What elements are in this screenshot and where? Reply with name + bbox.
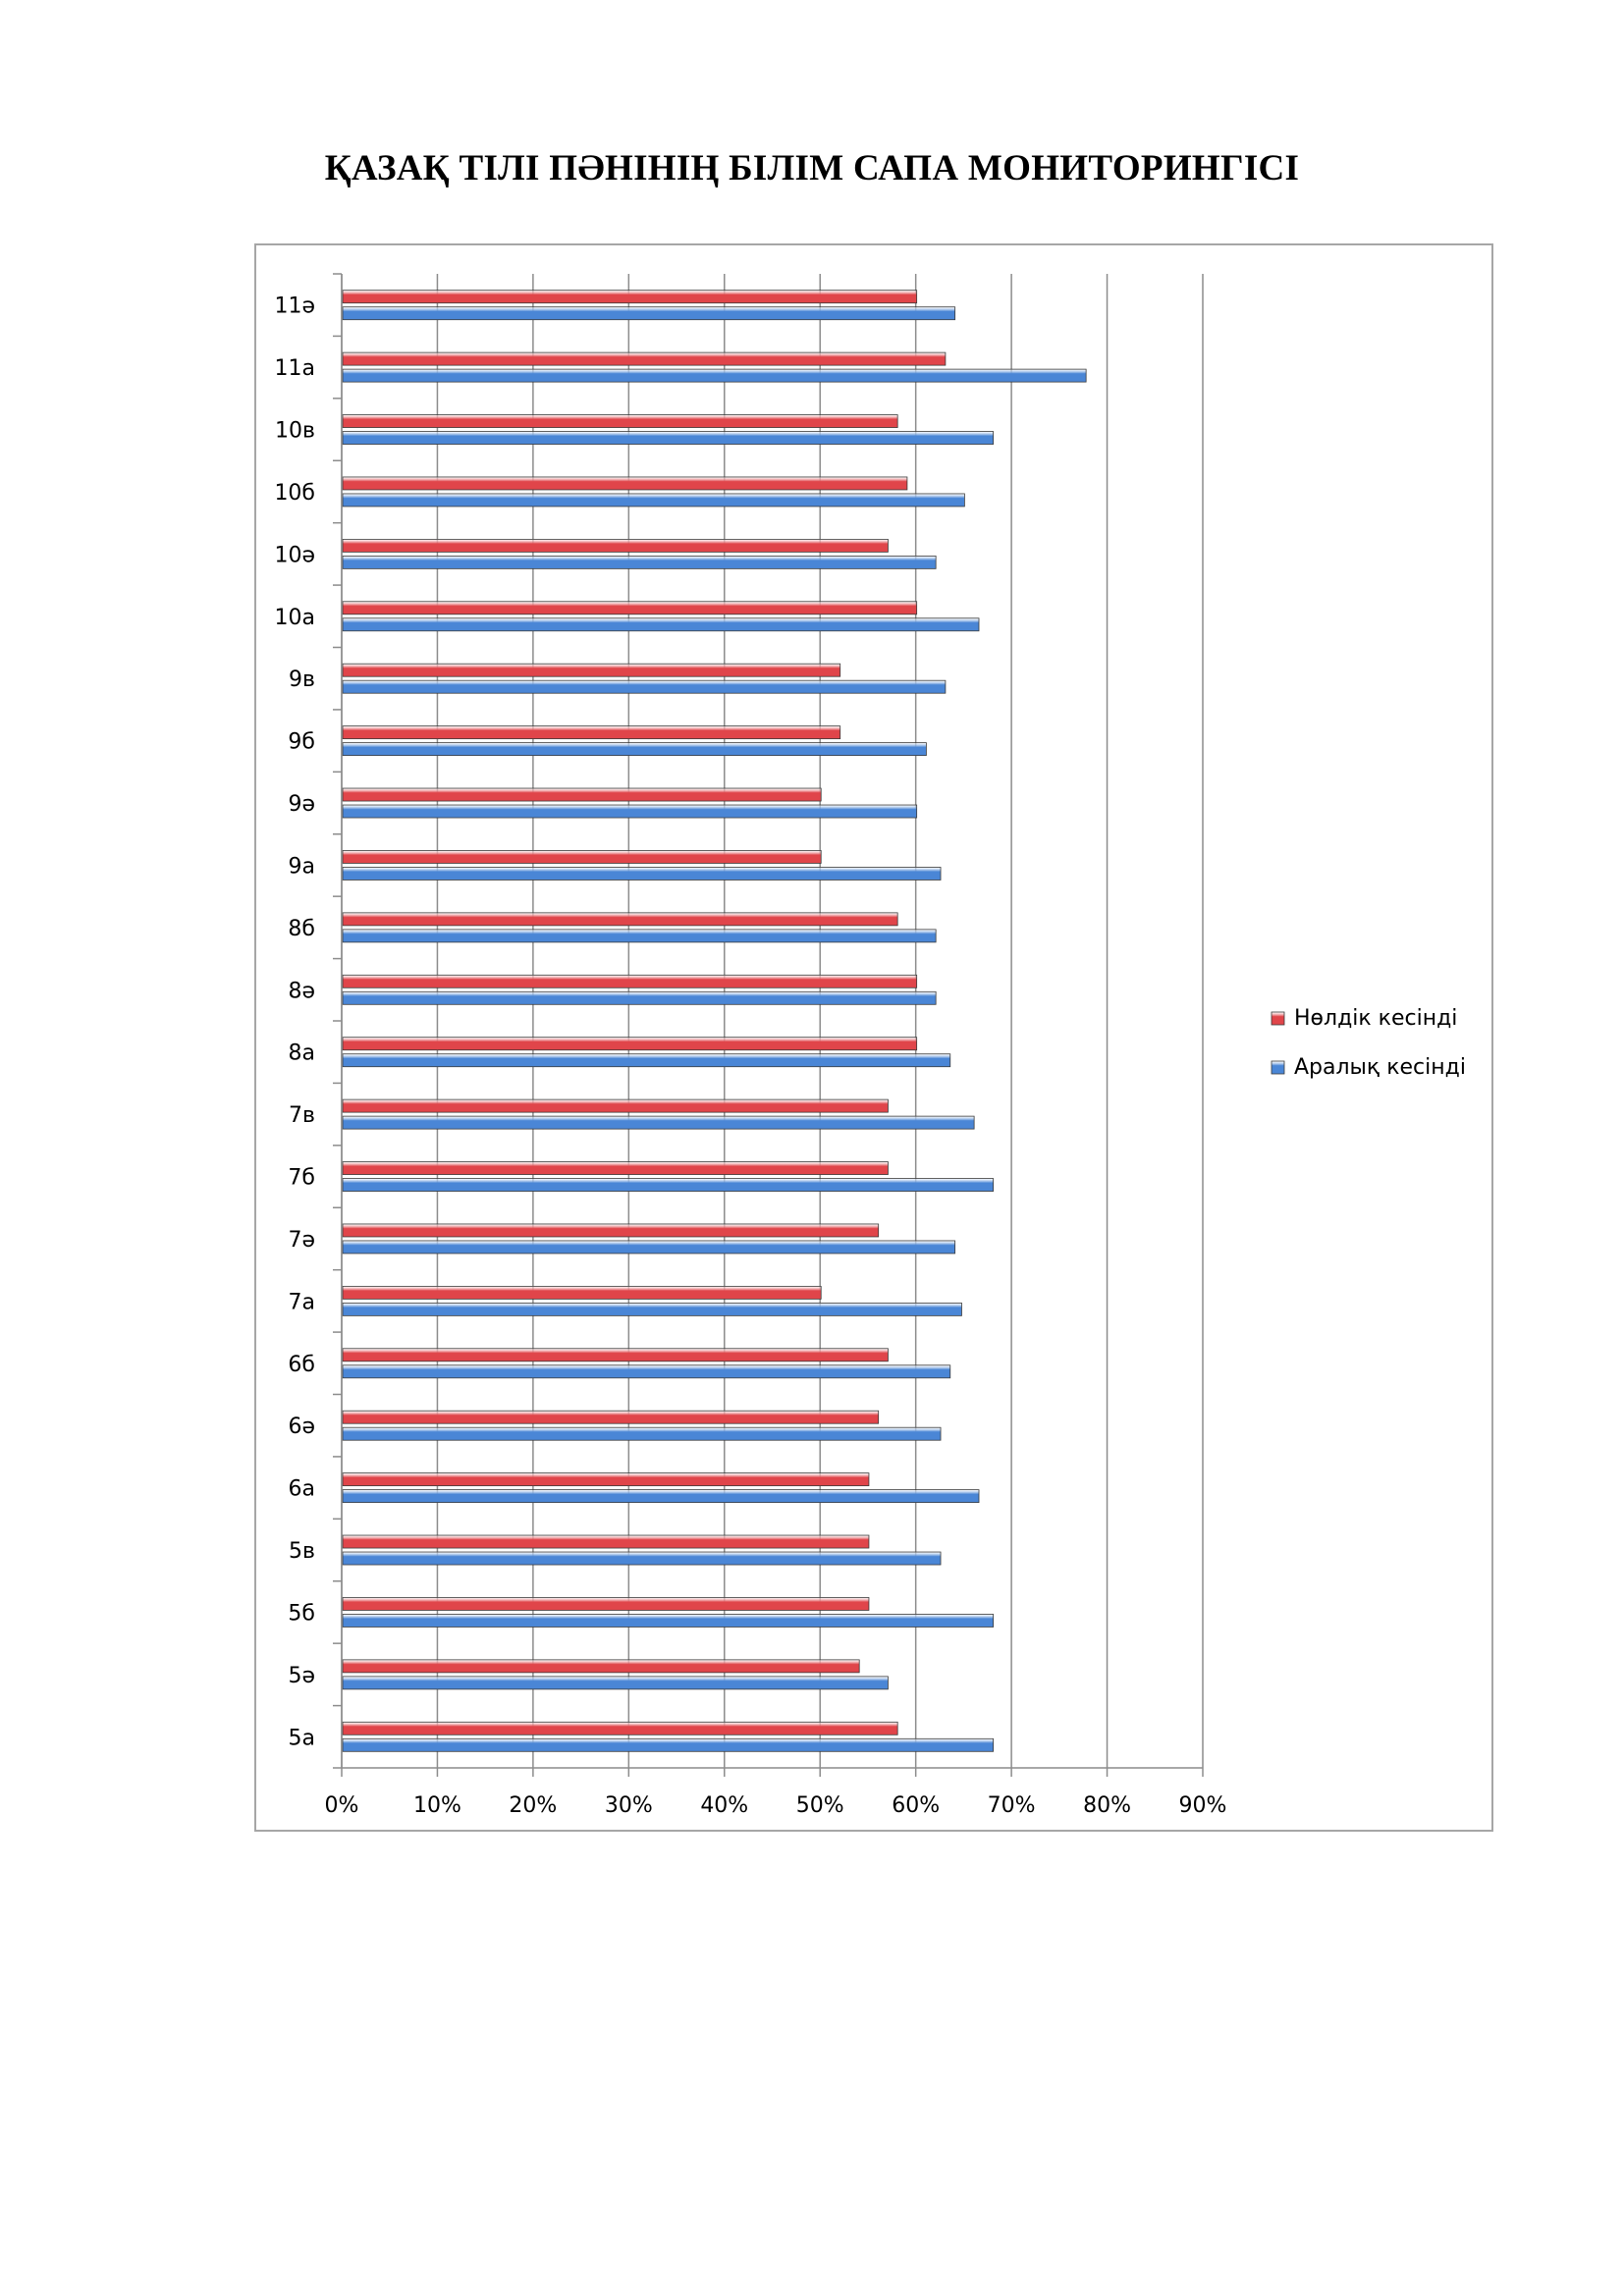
- category-label: 7а: [289, 1290, 315, 1314]
- bar-aralyk: [342, 1364, 951, 1379]
- category-label: 8а: [289, 1041, 315, 1066]
- x-tick-label: 40%: [700, 1793, 748, 1818]
- bar-noldik: [342, 1659, 860, 1674]
- category-label: 7в: [289, 1103, 315, 1128]
- bar-aralyk: [342, 617, 980, 632]
- chart-frame: 0% 10% 20% 30% 40% 50% 60% 70% 80% 90% 5а 5ә 5б 5в 6а 6…: [254, 243, 1493, 1832]
- bar-noldik: [342, 912, 898, 927]
- bar-noldik: [342, 1721, 898, 1735]
- bar-chart: 0% 10% 20% 30% 40% 50% 60% 70% 80% 90% 5а 5ә 5б 5в 6а 6…: [274, 273, 1466, 1818]
- category-label: 9а: [289, 854, 315, 879]
- bar-noldik: [342, 1348, 889, 1362]
- x-tick-label: 30%: [605, 1793, 653, 1818]
- x-tick-label: 90%: [1179, 1793, 1227, 1818]
- category-label: 6а: [289, 1477, 315, 1502]
- bar-noldik: [342, 787, 822, 802]
- bar-noldik: [342, 538, 889, 553]
- bar-noldik: [342, 725, 841, 740]
- bar-aralyk: [342, 1551, 942, 1566]
- category-label: 11а: [275, 356, 315, 381]
- category-label: 7ә: [288, 1228, 315, 1253]
- bar-noldik: [342, 663, 841, 677]
- bar-noldik: [342, 850, 822, 864]
- bar-aralyk: [342, 1489, 980, 1504]
- axes: [333, 273, 1204, 1777]
- bar-aralyk: [342, 1614, 995, 1628]
- bar-aralyk: [342, 555, 937, 569]
- category-label: 5б: [288, 1601, 315, 1626]
- bar-noldik: [342, 1098, 889, 1113]
- page-title: ҚАЗАҚ ТІЛІ ПӘНІНІҢ БІЛІМ САПА МОНИТОРИНГ…: [324, 148, 1300, 188]
- bar-aralyk: [342, 431, 995, 445]
- bar-noldik: [342, 1472, 870, 1487]
- legend-label: Аралық кесінді: [1294, 1055, 1466, 1080]
- bars: [342, 290, 1087, 1752]
- bar-noldik: [342, 476, 908, 491]
- x-tick-label: 70%: [988, 1793, 1036, 1818]
- bar-aralyk: [342, 742, 927, 757]
- bar-aralyk: [342, 1240, 956, 1255]
- bar-aralyk: [342, 679, 947, 694]
- legend-label: Нөлдік кесінді: [1294, 1006, 1457, 1031]
- x-tick-label: 10%: [413, 1793, 461, 1818]
- category-label: 7б: [288, 1166, 315, 1191]
- category-label: 10ә: [274, 543, 315, 567]
- bar-aralyk: [342, 1053, 951, 1068]
- x-tick-label: 0%: [325, 1793, 359, 1818]
- labels: 0% 10% 20% 30% 40% 50% 60% 70% 80% 90% 5а 5ә 5б 5в 6а 6…: [274, 294, 1226, 1818]
- gridlines: [341, 274, 1204, 1768]
- category-label: 6ә: [288, 1415, 315, 1439]
- bar-aralyk: [342, 867, 942, 881]
- bar-aralyk: [342, 493, 965, 507]
- category-label: 5в: [289, 1539, 315, 1564]
- bar-noldik: [342, 1410, 880, 1424]
- category-label: 10а: [275, 606, 315, 630]
- bar-noldik: [342, 1161, 889, 1175]
- bar-aralyk: [342, 1115, 975, 1130]
- category-label: 5а: [289, 1726, 315, 1750]
- category-label: 10в: [275, 419, 315, 444]
- category-label: 10б: [274, 481, 315, 506]
- category-label: 8ә: [288, 979, 315, 1003]
- bar-aralyk: [342, 306, 956, 321]
- bar-noldik: [342, 601, 918, 615]
- bar-aralyk: [342, 1302, 962, 1316]
- x-tick-label: 80%: [1083, 1793, 1131, 1818]
- bar-noldik: [342, 351, 947, 366]
- category-label: 5ә: [288, 1664, 315, 1688]
- bar-aralyk: [342, 368, 1087, 383]
- legend-swatch: [1271, 1060, 1285, 1075]
- bar-noldik: [342, 1597, 870, 1611]
- category-label: 11ә: [274, 294, 315, 319]
- x-tick-label: 20%: [509, 1793, 557, 1818]
- bar-aralyk: [342, 990, 937, 1005]
- bar-noldik: [342, 1285, 822, 1300]
- bar-noldik: [342, 414, 898, 428]
- bar-noldik: [342, 1037, 918, 1051]
- bar-noldik: [342, 974, 918, 988]
- bar-noldik: [342, 1534, 870, 1549]
- bar-aralyk: [342, 929, 937, 943]
- bar-aralyk: [342, 1178, 995, 1192]
- category-label: 8б: [288, 917, 315, 941]
- category-label: 6б: [288, 1353, 315, 1377]
- bar-noldik: [342, 290, 918, 304]
- bar-aralyk: [342, 1426, 942, 1441]
- category-label: 9ә: [288, 792, 315, 817]
- bar-aralyk: [342, 1737, 995, 1752]
- legend-swatch: [1271, 1011, 1285, 1026]
- bar-noldik: [342, 1223, 880, 1238]
- legend: Нөлдік кесінді Аралық кесінді: [1271, 1006, 1466, 1080]
- bar-aralyk: [342, 804, 918, 819]
- x-tick-label: 50%: [796, 1793, 844, 1818]
- category-label: 9в: [289, 667, 315, 692]
- bar-aralyk: [342, 1676, 889, 1690]
- category-label: 9б: [288, 730, 315, 755]
- x-tick-label: 60%: [892, 1793, 940, 1818]
